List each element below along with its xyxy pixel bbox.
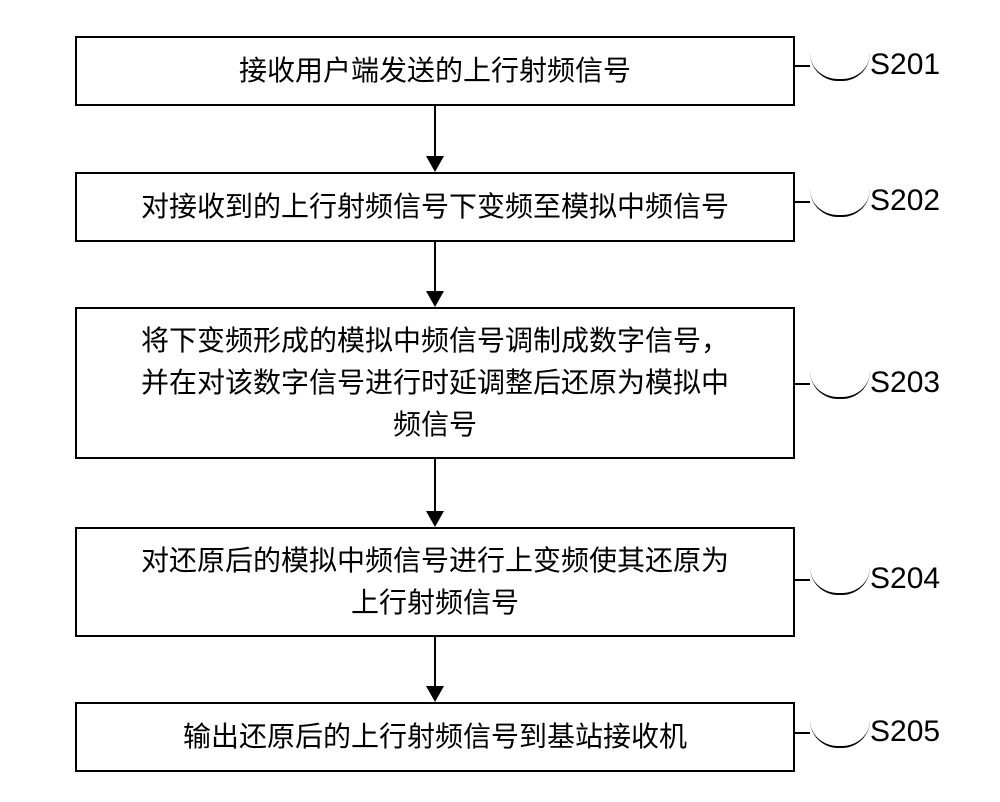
label-connector-line [795,383,810,385]
flowchart-canvas: 接收用户端发送的上行射频信号 对接收到的上行射频信号下变频至模拟中频信号 将下变… [0,0,1000,802]
step-text: 对接收到的上行射频信号下变频至模拟中频信号 [141,186,729,228]
arrow-head-icon [426,291,444,307]
arrow-line [434,242,436,291]
step-box-s203: 将下变频形成的模拟中频信号调制成数字信号， 并在对该数字信号进行时延调整后还原为… [75,307,795,459]
step-box-s204: 对还原后的模拟中频信号进行上变频使其还原为 上行射频信号 [75,527,795,637]
label-connector-line [795,732,810,734]
step-text: 输出还原后的上行射频信号到基站接收机 [183,716,687,758]
label-connector-line [795,201,810,203]
label-connector-curve [810,371,870,399]
step-text: 接收用户端发送的上行射频信号 [239,50,631,92]
step-label-s201: S201 [870,48,940,82]
step-box-s205: 输出还原后的上行射频信号到基站接收机 [75,702,795,772]
step-label-s205: S205 [870,715,940,749]
label-connector-curve [810,189,870,217]
label-connector-line [795,65,810,67]
arrow-head-icon [426,511,444,527]
arrow-line [434,106,436,156]
label-connector-curve [810,720,870,748]
arrow-head-icon [426,156,444,172]
label-connector-line [795,579,810,581]
arrow-head-icon [426,686,444,702]
step-box-s202: 对接收到的上行射频信号下变频至模拟中频信号 [75,172,795,242]
step-text: 将下变频形成的模拟中频信号调制成数字信号， 并在对该数字信号进行时延调整后还原为… [141,320,729,446]
label-connector-curve [810,53,870,81]
step-label-s203: S203 [870,366,940,400]
step-label-s204: S204 [870,562,940,596]
step-text: 对还原后的模拟中频信号进行上变频使其还原为 上行射频信号 [141,540,729,624]
arrow-line [434,459,436,511]
step-label-s202: S202 [870,184,940,218]
step-box-s201: 接收用户端发送的上行射频信号 [75,36,795,106]
label-connector-curve [810,567,870,595]
arrow-line [434,637,436,686]
